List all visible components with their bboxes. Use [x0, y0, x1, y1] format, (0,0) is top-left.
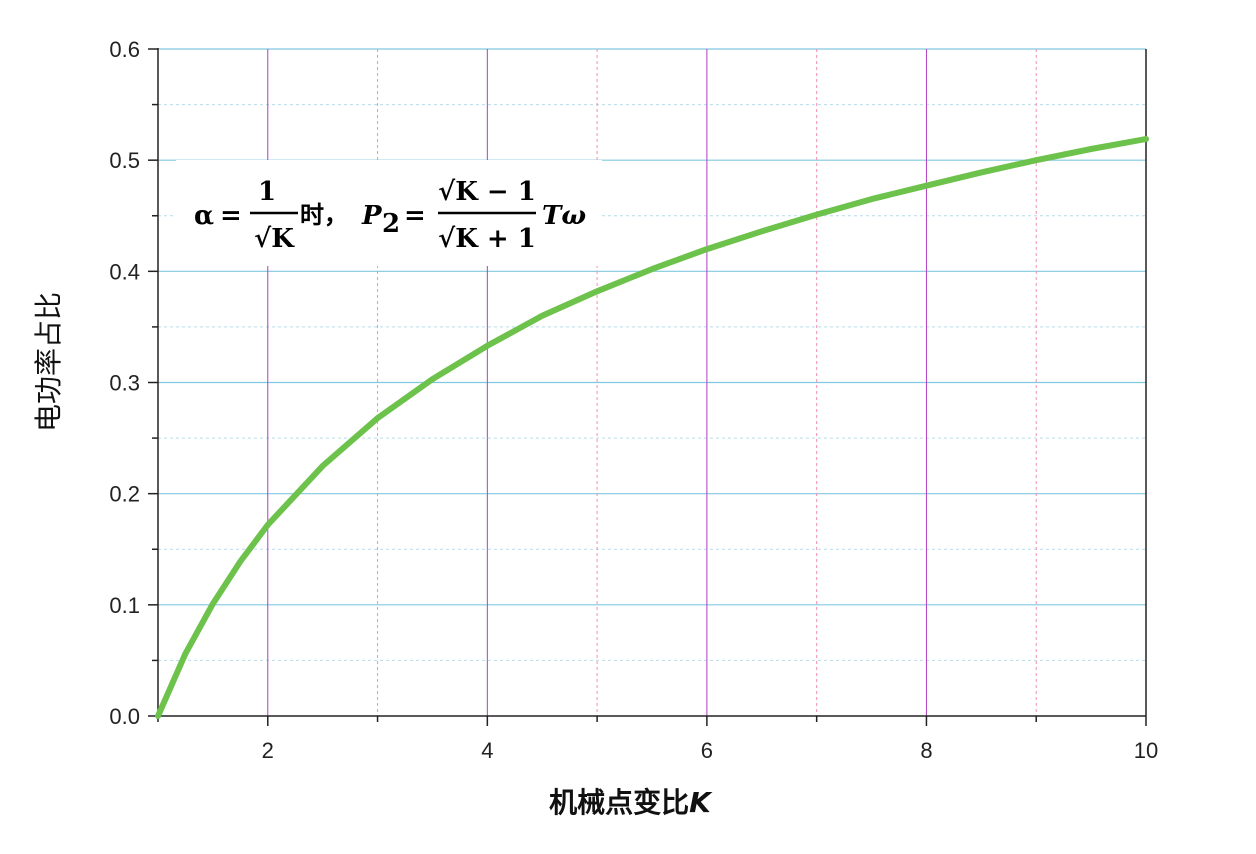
x-axis-title-text: 机械点变比: [549, 786, 689, 819]
y-tick-label: 0.4: [109, 259, 140, 284]
x-tick-label: 4: [481, 738, 493, 763]
y-tick-label: 0.0: [109, 704, 140, 729]
formula-P: P: [361, 201, 383, 231]
x-tick-label: 8: [920, 738, 932, 763]
y-tick-label: 0.3: [109, 371, 140, 396]
y-tick-label: 0.5: [109, 148, 140, 173]
x-axis-title: 机械点变比K: [549, 786, 713, 819]
formula-denominator-1: √K: [254, 224, 295, 254]
x-tick-label: 6: [701, 738, 713, 763]
y-axis-title: 电功率占比: [32, 292, 65, 432]
y-tick-label: 0.6: [109, 37, 140, 62]
formula-alpha: α: [194, 201, 214, 231]
formula-numerator-1: 1: [258, 177, 276, 207]
x-axis-ticks: 2 4 6 8 10: [157, 716, 1158, 763]
series-line: [155, 136, 1149, 719]
x-axis-title-variable: K: [689, 786, 713, 819]
y-tick-label: 0.1: [109, 593, 140, 618]
y-tick-label: 0.2: [109, 482, 140, 507]
y-axis-ticks: 0.0 0.1 0.2 0.3 0.4 0.5 0.6: [109, 37, 158, 729]
formula-condition: 时，: [300, 201, 348, 229]
series-layer: [155, 136, 1149, 719]
grid-lines: [158, 48, 1146, 716]
formula-numerator-2: √K − 1: [438, 177, 536, 207]
x-tick-label: 2: [262, 738, 274, 763]
formula-tail: Tω: [542, 201, 586, 231]
formula-equals-1: =: [220, 201, 242, 231]
formula-annotation: α = 1 √K 时， P 2 = √K − 1 √K + 1 Tω: [176, 160, 602, 266]
x-tick-label: 10: [1134, 738, 1158, 763]
formula-equals-2: =: [404, 201, 426, 231]
formula-P-subscript: 2: [382, 209, 400, 239]
formula-denominator-2: √K + 1: [438, 224, 536, 254]
